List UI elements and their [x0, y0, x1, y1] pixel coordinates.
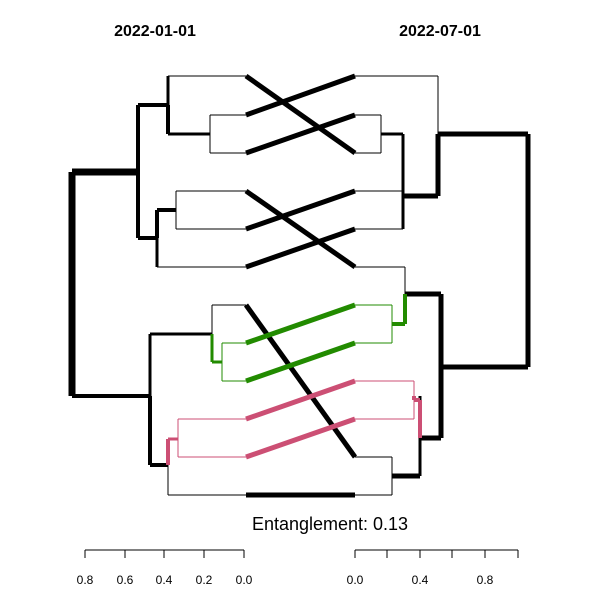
right-axis-tick-label: 0.8	[477, 573, 494, 587]
right-distance-axis	[354, 549, 519, 558]
connecting-lines	[243, 73, 358, 498]
left-axis-tick-label: 0.0	[236, 573, 253, 587]
left-dendrogram	[68, 75, 246, 496]
right-axis-tick-label: 0.0	[347, 573, 364, 587]
left-axis-tick-label: 0.2	[196, 573, 213, 587]
right-tree-title: 2022-07-01	[399, 23, 481, 40]
left-tree-title: 2022-01-01	[114, 23, 196, 40]
left-axis-tick-label: 0.4	[156, 573, 173, 587]
left-distance-axis	[84, 549, 245, 558]
left-axis-tick-label: 0.8	[77, 573, 94, 587]
right-dendrogram	[355, 75, 531, 496]
entanglement-caption: Entanglement: 0.13	[252, 514, 408, 534]
left-axis-tick-label: 0.6	[117, 573, 134, 587]
right-axis-tick-label: 0.4	[412, 573, 429, 587]
